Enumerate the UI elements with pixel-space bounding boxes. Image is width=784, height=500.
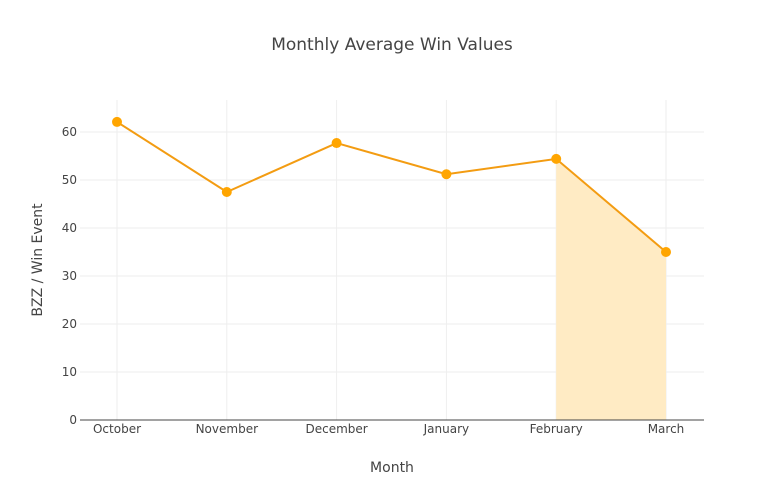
x-axis-ticks: October November December January February Ma… bbox=[93, 422, 684, 436]
x-tick-label: February bbox=[530, 422, 583, 436]
y-tick-label: 20 bbox=[62, 317, 77, 331]
y-tick-label: 10 bbox=[62, 365, 77, 379]
data-point[interactable] bbox=[112, 116, 122, 127]
x-axis-title: Month bbox=[370, 460, 414, 476]
data-line bbox=[116, 121, 667, 253]
data-point[interactable] bbox=[221, 187, 232, 197]
y-tick-label: 30 bbox=[62, 269, 77, 283]
x-tick-label: January bbox=[423, 422, 470, 436]
data-point[interactable] bbox=[661, 247, 671, 257]
data-point[interactable] bbox=[441, 169, 452, 180]
y-axis-title: BZZ / Win Event bbox=[30, 203, 46, 317]
highlight-fill bbox=[556, 158, 666, 420]
x-tick-label: March bbox=[648, 422, 685, 436]
x-tick-label: October bbox=[93, 422, 141, 436]
y-tick-label: 0 bbox=[69, 413, 77, 427]
x-tick-label: November bbox=[196, 422, 258, 436]
gridlines bbox=[80, 100, 704, 420]
y-tick-label: 40 bbox=[62, 221, 77, 235]
series-line bbox=[116, 121, 667, 253]
data-point[interactable] bbox=[551, 153, 562, 164]
y-tick-label: 60 bbox=[62, 125, 77, 139]
y-axis-ticks: 0 10 20 30 40 50 60 bbox=[62, 125, 77, 427]
highlight-area bbox=[556, 158, 666, 420]
data-point[interactable] bbox=[331, 138, 342, 149]
chart-title: Monthly Average Win Values bbox=[271, 35, 513, 55]
x-tick-label: December bbox=[305, 422, 367, 436]
data-markers bbox=[112, 116, 671, 257]
y-tick-label: 50 bbox=[62, 173, 77, 187]
